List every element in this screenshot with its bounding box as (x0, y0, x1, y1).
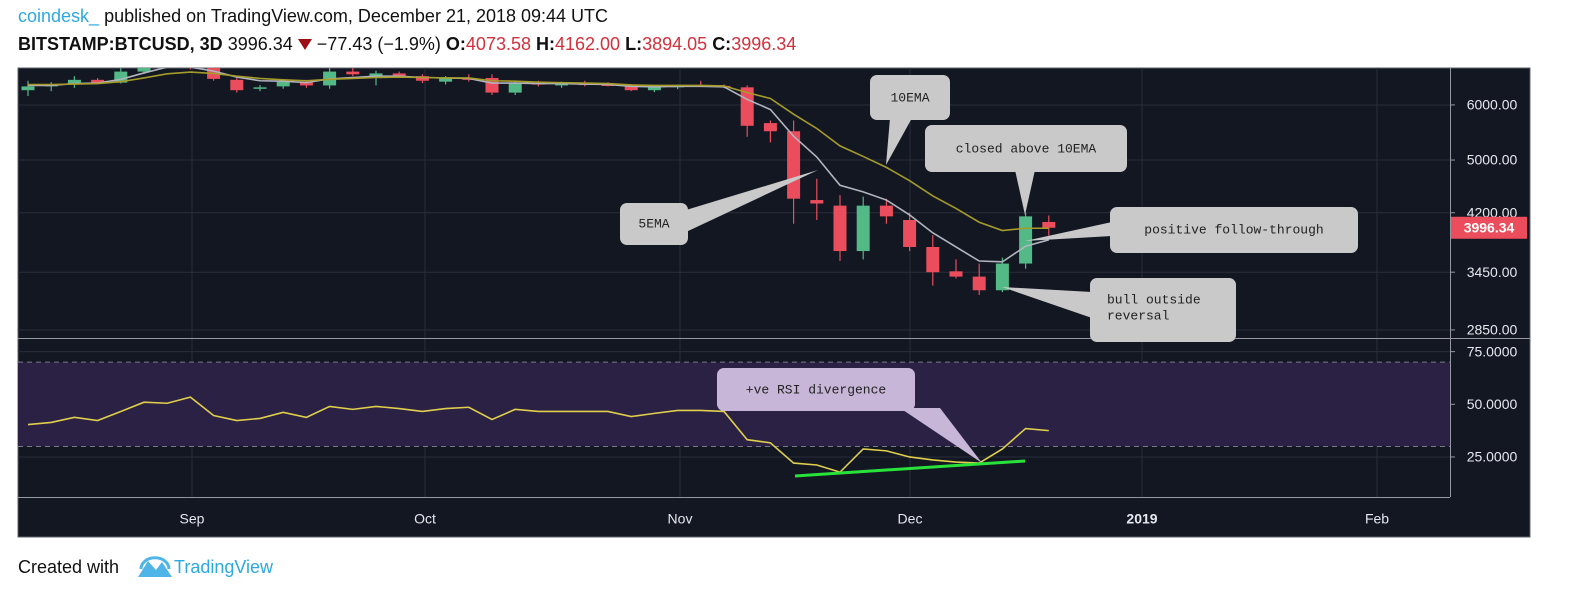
y-tick-label: 6000.00 (1467, 97, 1518, 113)
footer: Created with TradingView (18, 556, 274, 577)
candle-body (415, 76, 429, 81)
y-tick-label: 75.0000 (1467, 343, 1518, 359)
candle-body (114, 71, 128, 83)
divergence-trendline (794, 459, 1026, 478)
annotation: 10EMA (890, 90, 929, 105)
c-value: 3996.34 (731, 34, 797, 54)
y-tick-label: 3450.00 (1467, 264, 1518, 280)
callout-pointer (900, 408, 982, 463)
callout-pointer (1002, 287, 1092, 318)
candle-body (276, 81, 290, 87)
callout-pointer (886, 118, 912, 165)
h-value: 4162.00 (555, 34, 621, 54)
annotation: bull outside (1107, 292, 1201, 307)
candle-body (810, 200, 824, 204)
annotation: reversal (1107, 308, 1170, 323)
last: 3996.34 (227, 34, 293, 54)
x-tick-label: Dec (898, 511, 923, 527)
last-price-box (1451, 216, 1527, 239)
candle-body (439, 78, 453, 82)
price-pane (21, 56, 1056, 295)
annotation: +ve RSI divergence (746, 382, 886, 397)
candle-body (369, 73, 383, 78)
footer-brand: TradingView (174, 557, 274, 577)
candle-body (926, 246, 940, 273)
candle-body (972, 276, 986, 291)
callout (1110, 207, 1358, 253)
x-tick-label: Oct (414, 511, 436, 527)
callout (870, 75, 950, 120)
candle-body (161, 56, 174, 60)
candle-body (253, 87, 267, 89)
candle-body (763, 123, 777, 132)
callout-pointer (686, 170, 818, 232)
candle-body (299, 81, 313, 86)
candle-body (1042, 221, 1056, 228)
callout (1090, 278, 1236, 342)
symbol-line: BITSTAMP:BTCUSD, 3D 3996.34 −77.43 (−1.9… (18, 34, 796, 55)
candle-body (647, 87, 661, 91)
published: published on TradingView.com, December 2… (104, 6, 609, 26)
annotation: closed above 10EMA (956, 141, 1097, 156)
annotation: positive follow-through (1144, 222, 1323, 237)
o-label: O: (445, 34, 466, 54)
candle-body (230, 79, 244, 91)
candle-body (67, 79, 81, 85)
ema-line (28, 71, 1049, 232)
candle-body (508, 83, 522, 93)
y-tick-label: 25.0000 (1467, 449, 1518, 465)
axes: 6000.00 5000.00 4200.00 3450.00 2850.00 3996.… (180, 97, 1527, 527)
x-tick-label: Feb (1365, 511, 1389, 527)
annotations: 10EMA closed above 10EMA 5EMA positive f… (620, 75, 1358, 478)
candle-body (91, 79, 105, 83)
y-tick-label: 5000.00 (1467, 152, 1518, 168)
candle-body (856, 205, 870, 252)
candle-body (21, 86, 35, 91)
y-tick-label: 4200.00 (1467, 204, 1518, 220)
down-arrow (297, 39, 312, 50)
h-label: H: (536, 34, 555, 54)
candle-body (995, 263, 1009, 291)
x-tick-label: Nov (668, 511, 693, 527)
annotation: 5EMA (638, 216, 669, 231)
rsi-line (27, 396, 1049, 474)
y-tick-label: 50.0000 (1467, 396, 1518, 412)
x-tick-label: 2019 (1126, 511, 1157, 527)
candle-body (949, 271, 963, 277)
o-value: 4073.58 (465, 34, 531, 54)
logo-cloud (139, 556, 171, 570)
candle-body (879, 205, 893, 217)
callout (925, 125, 1127, 172)
c-label: C: (712, 34, 732, 54)
chart-background (17, 67, 1531, 538)
callout (620, 203, 688, 245)
change: −77.43 (−1.9%) (316, 34, 441, 54)
candle-body (392, 73, 406, 77)
candle-body (833, 205, 847, 252)
candle-body (624, 85, 638, 91)
last-price-label: 3996.34 (1464, 219, 1515, 235)
logo (138, 561, 172, 577)
ema-line (28, 68, 1050, 263)
callout-pointer (1025, 222, 1112, 241)
source: coindesk_ (18, 6, 100, 26)
l-value: 3894.05 (642, 34, 708, 54)
publish-line: coindesk_ published on TradingView.com, … (18, 6, 608, 27)
y-tick-label: 2850.00 (1467, 322, 1518, 338)
callout-pointer (1015, 170, 1035, 215)
candle-body (137, 68, 151, 72)
callout (717, 368, 915, 411)
candle-body (184, 56, 197, 67)
x-tick-label: Sep (180, 511, 205, 527)
l-label: L: (625, 34, 643, 54)
footer-text: Created with (18, 557, 119, 577)
candle-body (346, 71, 360, 75)
candle-body (555, 83, 569, 86)
candle-body (903, 220, 917, 247)
symbol: BITSTAMP:BTCUSD, 3D (18, 34, 223, 54)
